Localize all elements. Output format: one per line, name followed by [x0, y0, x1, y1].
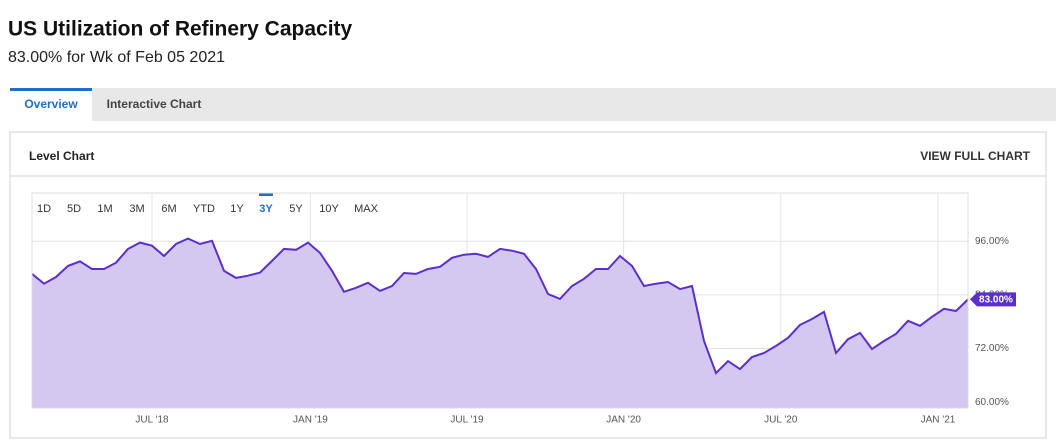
- tab-active-bg: [10, 88, 92, 121]
- range-active-bar: [259, 193, 273, 196]
- last-value-marker: [970, 292, 1016, 307]
- range-button[interactable]: 6M: [161, 203, 176, 215]
- range-button[interactable]: 1Y: [230, 203, 244, 215]
- x-tick-label: JUL '18: [135, 415, 169, 426]
- last-value-label: 83.00%: [979, 295, 1013, 306]
- x-tick-label: JAN '20: [606, 415, 641, 426]
- y-tick-label: 96.00%: [975, 236, 1009, 247]
- range-button[interactable]: 3M: [129, 203, 144, 215]
- plot-frame: [31, 192, 969, 409]
- range-button[interactable]: 1D: [37, 203, 51, 215]
- y-tick-label: 60.00%: [975, 397, 1009, 408]
- x-tick-label: JAN '21: [921, 415, 956, 426]
- view-full-chart[interactable]: VIEW FULL CHART: [920, 149, 1030, 163]
- range-button[interactable]: 5Y: [289, 203, 303, 215]
- page-title: US Utilization of Refinery Capacity: [8, 18, 353, 41]
- page-subtitle: 83.00% for Wk of Feb 05 2021: [8, 49, 225, 66]
- range-button[interactable]: MAX: [354, 203, 379, 215]
- tab-bar: [10, 88, 1056, 121]
- x-tick-label: JUL '20: [764, 415, 798, 426]
- line: [31, 237, 969, 375]
- range-button[interactable]: 5D: [67, 203, 81, 215]
- range-button[interactable]: YTD: [193, 203, 215, 215]
- x-tick-label: JAN '19: [293, 415, 328, 426]
- tab[interactable]: Overview: [24, 97, 78, 111]
- tab[interactable]: Interactive Chart: [107, 97, 202, 111]
- panel-title: Level Chart: [29, 149, 94, 163]
- tab-active-bar: [10, 88, 92, 91]
- y-tick-label: 72.00%: [975, 343, 1009, 354]
- range-button[interactable]: 10Y: [319, 203, 339, 215]
- range-button[interactable]: 1M: [97, 203, 112, 215]
- x-tick-label: JUL '19: [450, 415, 484, 426]
- range-button[interactable]: 3Y: [259, 203, 273, 215]
